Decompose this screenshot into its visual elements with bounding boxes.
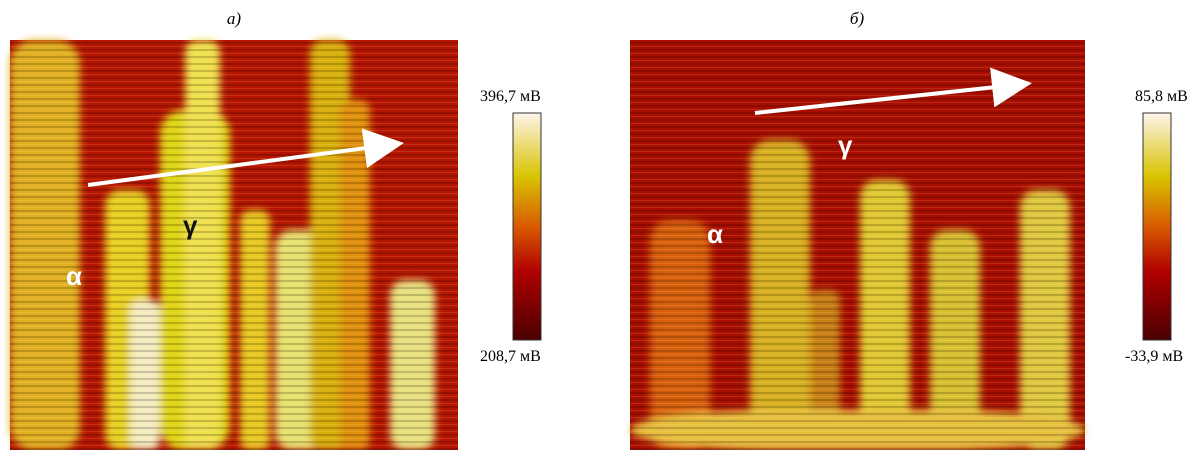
phase-label: γ [183, 210, 198, 240]
phase-label: α [707, 219, 723, 249]
phase-label: γ [838, 130, 853, 160]
micrograph-a [10, 40, 458, 450]
colorbar-max: 85,8 мВ [1135, 88, 1188, 105]
colorbar-min: -33,9 мВ [1125, 348, 1183, 365]
panel-label: а) [227, 9, 242, 28]
panel-label: б) [850, 9, 865, 28]
figure: а) б) 396,7 мВ 208,7 мВ 85,8 мВ -33,9 мВ… [0, 0, 1204, 450]
colorbar [1143, 113, 1171, 340]
colorbar-max: 396,7 мВ [480, 88, 541, 105]
colorbar [513, 113, 541, 340]
scanlines [10, 40, 458, 450]
colorbar-min: 208,7 мВ [480, 348, 541, 365]
phase-label: α [66, 261, 82, 291]
